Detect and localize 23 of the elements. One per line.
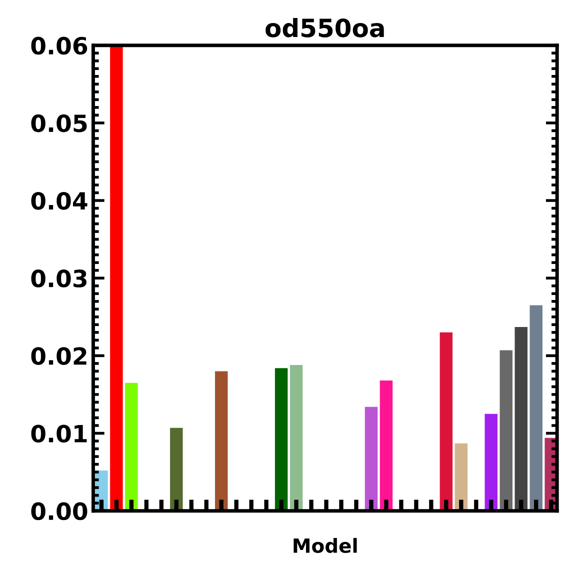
bar — [364, 406, 378, 511]
bar — [500, 350, 512, 511]
bar — [440, 332, 453, 511]
y-tick-label: 0.01 — [31, 424, 87, 443]
bar — [380, 380, 393, 511]
bar — [125, 382, 138, 511]
y-tick-label: 0.03 — [31, 270, 86, 288]
bar — [530, 305, 542, 511]
bar — [215, 371, 228, 511]
bar — [484, 414, 498, 511]
bar — [290, 365, 303, 511]
y-tick-label: 0.06 — [31, 36, 88, 55]
y-tick-label: 0.05 — [31, 114, 87, 132]
y-tick-label: 0.02 — [31, 347, 86, 365]
bar — [170, 428, 183, 511]
chart-title: od550oa — [266, 18, 384, 38]
y-tick-label: 0.00 — [31, 502, 88, 520]
bar — [110, 45, 123, 511]
bar — [274, 368, 288, 511]
bar — [454, 443, 468, 511]
x-axis-title: Model — [294, 538, 357, 553]
bar — [514, 326, 528, 511]
y-tick-label: 0.04 — [31, 192, 88, 210]
